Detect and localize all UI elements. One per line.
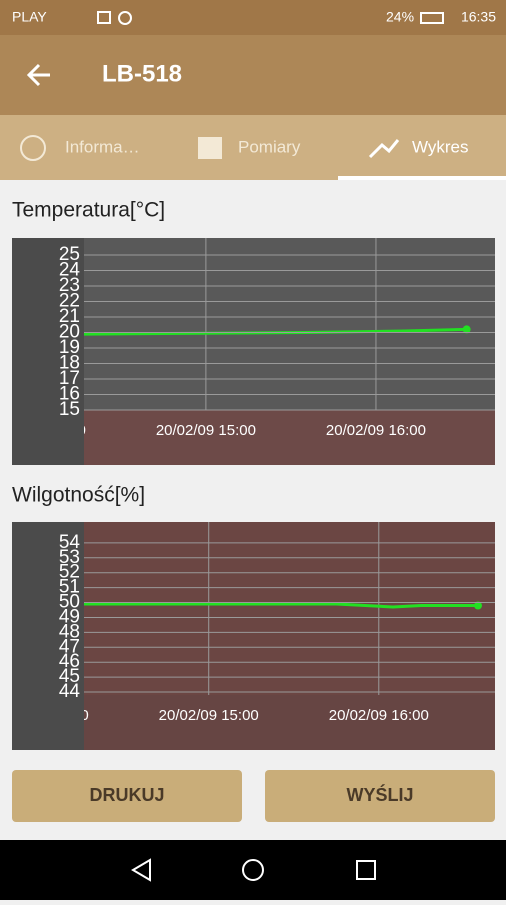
- y-tick-label: 22: [59, 291, 80, 312]
- y-tick-label: 20: [59, 322, 80, 343]
- nav-buttons[interactable]: [131, 858, 376, 882]
- status-bar: [0, 0, 506, 35]
- x-tick-label: 20/02/09 15:00: [159, 707, 259, 724]
- tab[interactable]: Informa…: [65, 137, 140, 156]
- battery: 24%: [386, 9, 414, 25]
- y-tick-label: 52: [59, 562, 80, 583]
- x-label-strip: [84, 695, 495, 750]
- y-tick-label: 16: [59, 384, 80, 405]
- clock: 16:35: [461, 9, 496, 25]
- chart-icon: [368, 139, 400, 159]
- y-tick-label: 23: [59, 275, 80, 296]
- y-tick-label: 46: [59, 651, 80, 672]
- y-tick-label: 48: [59, 621, 80, 642]
- x-tick-label: 20/02/09 16:00: [326, 422, 426, 439]
- nav-bar: [0, 840, 506, 900]
- button-label: DRUKUJ: [89, 785, 164, 805]
- info-icon: [20, 135, 46, 161]
- y-tick-label: 25: [59, 244, 80, 265]
- carrier: PLAY: [12, 9, 47, 25]
- pomiary-icon: [198, 137, 222, 159]
- y-tick-label: 51: [59, 577, 80, 598]
- back-button[interactable]: [26, 63, 50, 87]
- chart-title: Wilgotność[%]: [12, 484, 145, 507]
- x-tick-label: 20/02/09 14:00: [0, 707, 89, 724]
- x-tick-label: 20/02/09 16:00: [329, 707, 429, 724]
- status-icons: [97, 11, 444, 25]
- x-label-strip: [84, 410, 495, 465]
- data-line: [84, 602, 478, 609]
- y-tick-label: 19: [59, 337, 80, 358]
- tab-bar: [0, 115, 506, 180]
- y-tick-label: 24: [59, 260, 81, 281]
- y-axis-panel: [12, 522, 84, 750]
- y-axis-panel: [12, 238, 84, 465]
- plot: 20/02/09 14:00 20/02/09 15:00 20/02/09 16:…: [0, 238, 471, 439]
- tab[interactable]: Wykres: [412, 137, 469, 156]
- plot-area: [84, 238, 495, 410]
- y-tick-label: 54: [59, 532, 81, 553]
- end-point: [462, 325, 471, 334]
- y-tick-label: 47: [59, 636, 80, 657]
- y-tick-label: 50: [59, 592, 80, 613]
- plot: 20/02/09 14:00 20/02/09 15:00 20/02/09 16:…: [0, 522, 482, 724]
- y-tick-label: 21: [59, 306, 80, 327]
- y-tick-label: 15: [59, 399, 80, 420]
- app-bar: [0, 35, 506, 115]
- plot-area: [84, 522, 495, 695]
- end-point: [473, 601, 482, 610]
- chart-title: Temperatura[°C]: [12, 199, 165, 222]
- y-tick-label: 53: [59, 547, 80, 568]
- y-tick-label: 17: [59, 368, 80, 389]
- x-tick-label: 20/02/09 15:00: [156, 422, 256, 439]
- y-tick-label: 49: [59, 606, 80, 627]
- y-tick-label: 45: [59, 666, 80, 687]
- button-label: WYŚLIJ: [346, 784, 413, 805]
- button[interactable]: [265, 770, 495, 822]
- tab-indicator: [338, 176, 506, 180]
- button[interactable]: [12, 770, 242, 822]
- y-tick-label: 18: [59, 353, 80, 374]
- y-tick-label: 44: [59, 681, 81, 702]
- data-line: [84, 327, 467, 336]
- app-title: LB-518: [102, 60, 182, 87]
- tab[interactable]: Pomiary: [238, 137, 301, 156]
- x-tick-label: 20/02/09 14:00: [0, 422, 86, 439]
